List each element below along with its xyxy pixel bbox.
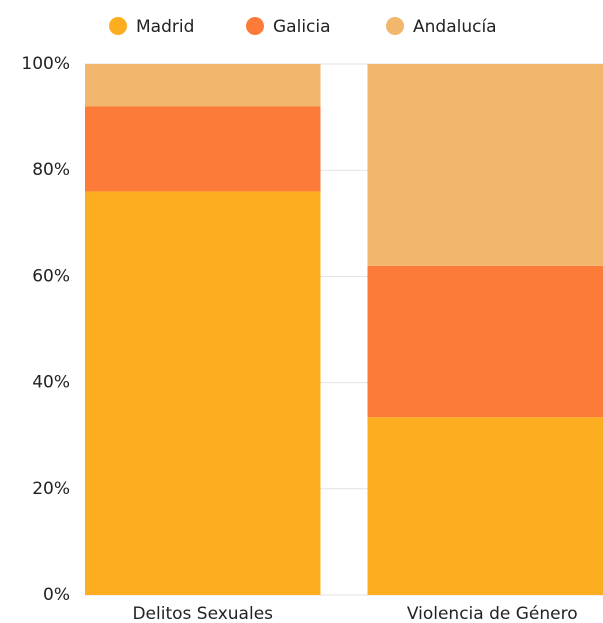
x-tick-label: Violencia de Género (407, 604, 578, 623)
legend-label: Galicia (273, 17, 331, 37)
y-tick-label: 80% (32, 160, 70, 180)
legend-marker (109, 17, 127, 35)
y-tick-label: 100% (21, 54, 70, 74)
y-tick-label: 60% (32, 266, 70, 286)
legend-marker (246, 17, 264, 35)
legend-marker (386, 17, 404, 35)
bar-segment (367, 417, 603, 595)
y-tick-label: 0% (43, 585, 70, 605)
x-tick-label: Delitos Sexuales (132, 604, 273, 623)
legend-label: Andalucía (413, 17, 497, 37)
bar-segment (85, 64, 321, 107)
legend-label: Madrid (136, 17, 194, 37)
y-tick-label: 20% (32, 479, 70, 499)
bar-segment (367, 265, 603, 418)
y-tick-label: 40% (32, 373, 70, 393)
bar-segment (367, 64, 603, 266)
bar-segment (85, 106, 321, 192)
bar-segment (85, 191, 321, 595)
